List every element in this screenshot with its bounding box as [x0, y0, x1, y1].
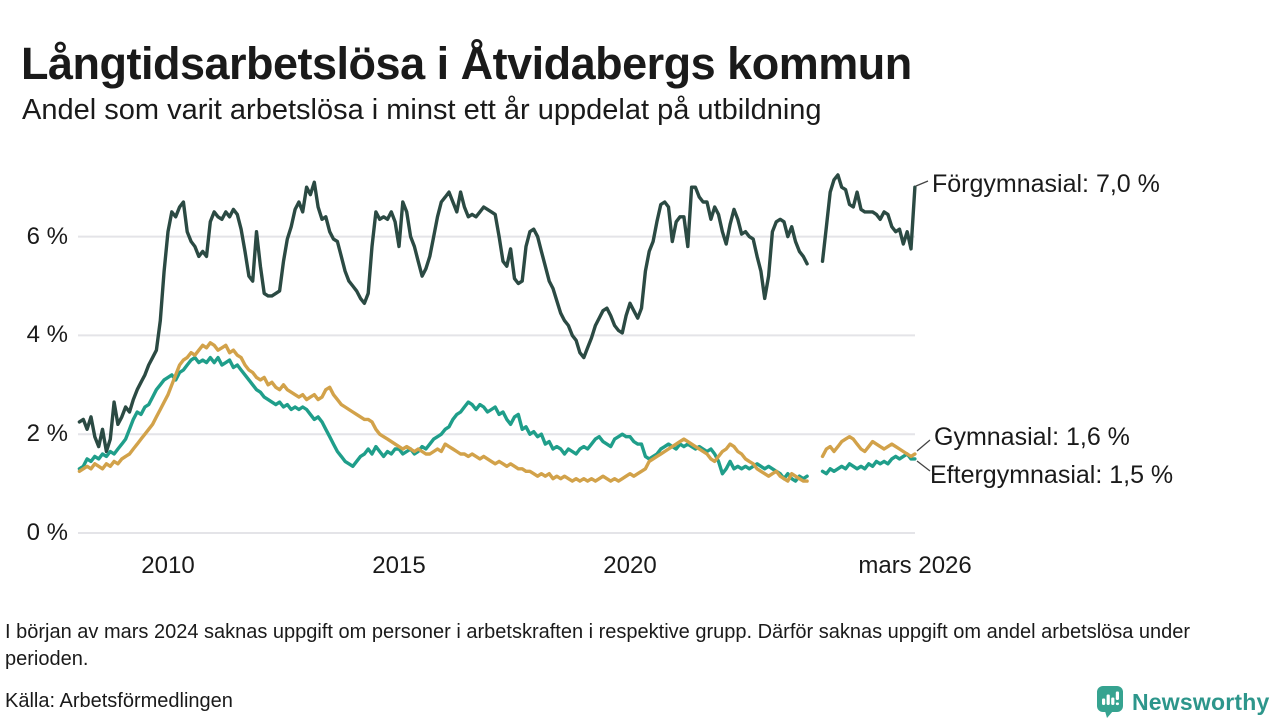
footnote: I början av mars 2024 saknas uppgift om … [5, 621, 1191, 670]
y-tick-label: 0 % [26, 519, 68, 546]
y-tick-label: 6 % [26, 222, 68, 250]
label-leader-line [915, 180, 929, 187]
newsworthy-branding: Newsworthy [1096, 685, 1269, 719]
series-line-eftergymnasial [77, 355, 917, 483]
x-tick-label: mars 2026 [858, 552, 972, 579]
series-line-gymnasial [77, 341, 917, 483]
x-tick-label: 2010 [141, 552, 195, 579]
series-line-förgymnasial [77, 173, 917, 454]
series-end-label-eftergymnasial: Eftergymnasial: 1,5 % [930, 461, 1174, 489]
brand-name: Newsworthy [1132, 688, 1270, 715]
page-title: Långtidsarbetslösa i Åtvidabergs kommun [21, 38, 912, 90]
label-leader-line [916, 439, 931, 452]
chart-subtitle: Andel som varit arbetslösa i minst ett å… [22, 94, 822, 126]
source-attribution: Källa: Arbetsförmedlingen [5, 690, 233, 712]
bar-chart-pin-icon [1097, 686, 1123, 718]
x-tick-label: 2015 [372, 552, 426, 579]
y-tick-label: 2 % [26, 420, 68, 448]
series-end-label-forgymnasial: Förgymnasial: 7,0 % [932, 170, 1160, 198]
series-end-label-gymnasial: Gymnasial: 1,6 % [934, 423, 1130, 451]
y-tick-label: 4 % [26, 321, 68, 349]
label-leader-line [916, 460, 931, 472]
x-tick-label: 2020 [603, 552, 657, 579]
